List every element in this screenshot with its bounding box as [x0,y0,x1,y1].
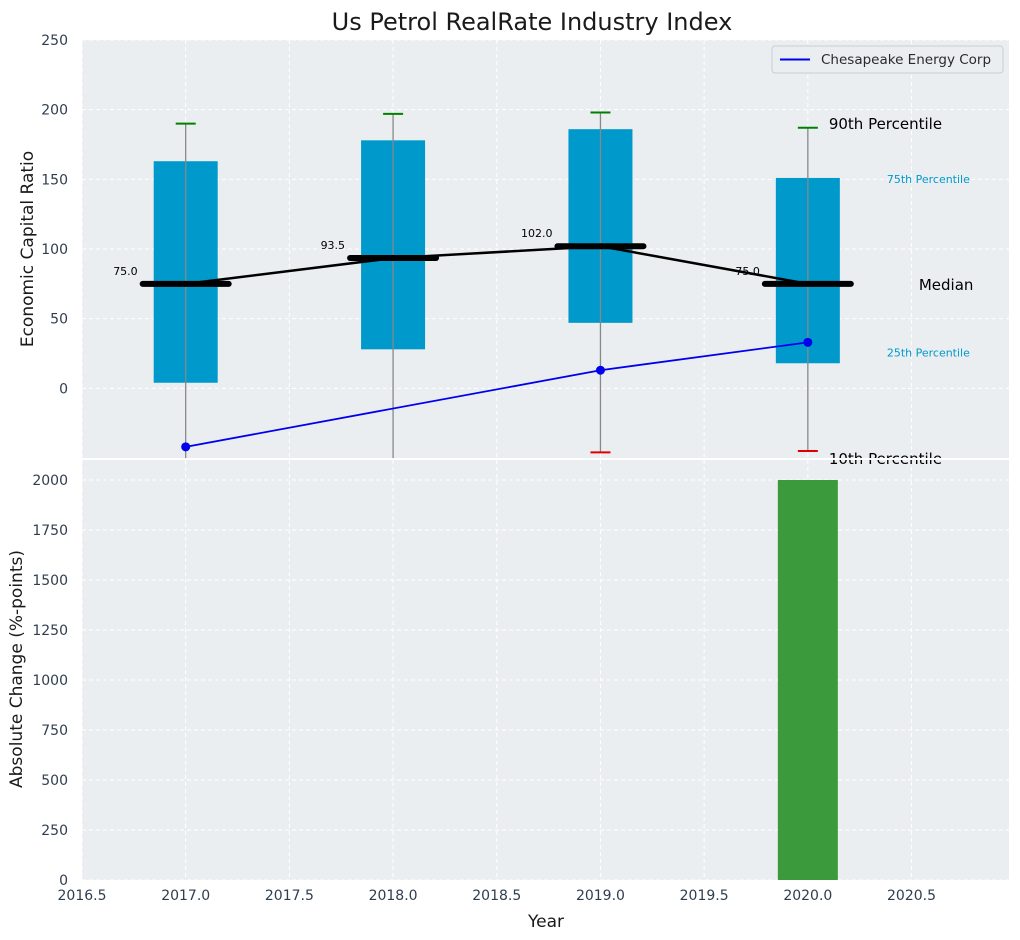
series-point [803,337,813,347]
x-tick-label: 2017.0 [161,888,210,904]
top-y-axis-label: Economic Capital Ratio [18,151,38,347]
median-trend-line [185,244,809,286]
axes-text: 2016.5 2017.0 2017.5 2018.0 2018.5 2019.0 2019… [32,33,936,904]
percentile-annotations: 90th Percentile 75th Percentile Median 25th… [82,115,1009,468]
change-bar [777,480,838,880]
chart-title: Us Petrol RealRate Industry Index [332,8,733,36]
x-tick-label: 2016.5 [58,888,107,904]
x-tick-label: 2019.5 [680,888,729,904]
median-value-label: 102.0 [521,227,553,240]
bottom-y-axis-label: Absolute Change (%-points) [7,550,27,788]
p90-annotation: 90th Percentile [829,115,942,133]
top-y-tick-label: 250 [41,33,68,49]
top-y-tick-label: 200 [41,103,68,119]
top-y-tick-label: 50 [50,312,68,328]
bottom-y-tick-label: 1500 [32,573,68,589]
x-tick-label: 2020.5 [887,888,936,904]
legend-box [771,45,1004,74]
bottom-y-tick-label: 1000 [32,673,68,689]
bottom-y-tick-label: 500 [41,773,68,789]
x-tick-label: 2018.0 [369,888,418,904]
x-axis-label: Year [527,912,564,932]
top-y-tick-label: 100 [41,242,68,258]
bottom-panel-background [82,460,1009,880]
x-tick-label: 2020.0 [783,888,832,904]
median-value-label: 93.5 [321,239,346,252]
bottom-y-tick-label: 750 [41,723,68,739]
series-point [181,442,191,452]
bottom-y-tick-label: 1250 [32,623,68,639]
legend: Chesapeake Energy Corp [771,45,1004,74]
bar-plot-area [777,480,838,880]
bottom-y-tick-label: 2000 [32,473,68,489]
bottom-y-tick-label: 1750 [32,523,68,539]
x-tick-label: 2018.5 [472,888,521,904]
median-value-label: 75.0 [735,265,760,278]
top-y-tick-label: 0 [59,381,68,397]
x-tick-label: 2017.5 [265,888,314,904]
bottom-y-tick-label: 0 [59,873,68,889]
median-annotation: Median [919,276,974,294]
median-value-label: 75.0 [113,265,138,278]
p25-annotation: 25th Percentile [887,346,970,359]
panel-divider [82,458,1009,460]
bottom-grid [81,460,1009,881]
legend-label: Chesapeake Energy Corp [821,52,991,68]
bottom-y-tick-label: 250 [41,823,68,839]
x-tick-label: 2019.0 [576,888,625,904]
box-plot-area: 75.0 93.5 102.0 75.0 [113,111,854,458]
series-point [595,365,605,375]
p75-annotation: 75th Percentile [887,173,970,186]
top-y-tick-label: 150 [41,172,68,188]
